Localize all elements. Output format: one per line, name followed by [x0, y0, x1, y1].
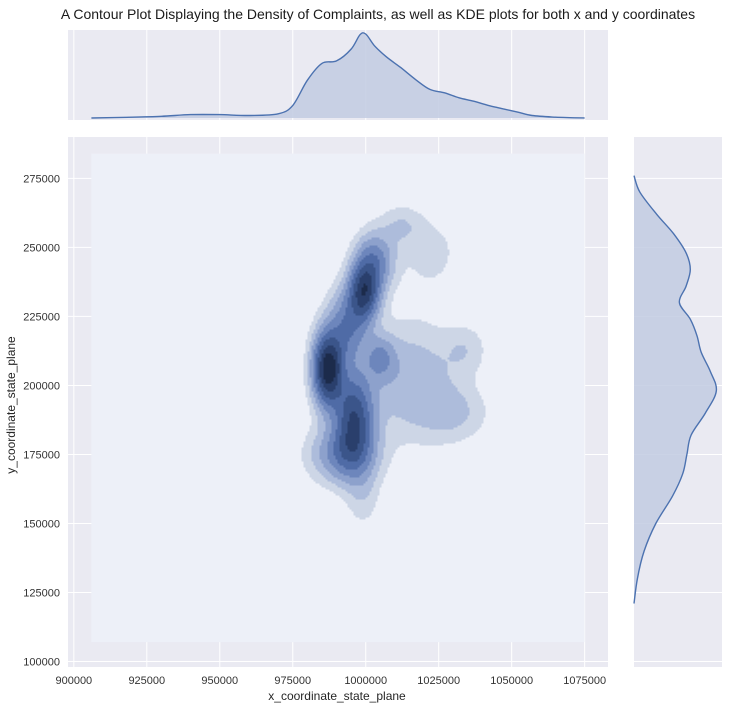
contour-level-8: [323, 283, 368, 384]
contour-level-4: [313, 245, 390, 478]
x-tick-label: 925000: [128, 675, 165, 687]
contour-level-6: [317, 263, 376, 462]
y-tick-label: 275000: [23, 173, 60, 185]
y-kde-fill: [634, 175, 717, 604]
x-tick-label: 975000: [274, 675, 311, 687]
y-tick-label: 175000: [23, 449, 60, 461]
x-tick-label: 900000: [55, 675, 92, 687]
chart-title: A Contour Plot Displaying the Density of…: [61, 6, 695, 22]
x-tick-label: 1000000: [344, 675, 387, 687]
y-tick-label: 100000: [23, 656, 60, 668]
x-tick-label: 1050000: [490, 675, 533, 687]
x-tick-label: 950000: [201, 675, 238, 687]
x-axis-label: x_coordinate_state_plane: [268, 689, 406, 703]
y-tick-label: 125000: [23, 587, 60, 599]
x-tick-label: 1025000: [417, 675, 460, 687]
top-marginal-grid: [73, 30, 586, 120]
y-axis-label: y_coordinate_state_plane: [4, 336, 18, 474]
y-tick-label: 225000: [23, 311, 60, 323]
y-tick-label: 250000: [23, 242, 60, 254]
contour-level-1: [301, 207, 486, 520]
y-tick-label: 200000: [23, 380, 60, 392]
y-kde-line: [633, 175, 718, 604]
x-kde-fill: [91, 32, 585, 118]
y-tick-label: 150000: [23, 518, 60, 530]
x-kde-line: [91, 32, 585, 119]
x-axis-ticks: 900000 925000 950000 975000 1000000 1025000 10…: [55, 675, 606, 687]
density-contours: [91, 153, 585, 643]
y-axis-ticks: 100000 125000 150000 175000 200000 225000 2500…: [23, 173, 60, 668]
x-tick-label: 1075000: [563, 675, 606, 687]
